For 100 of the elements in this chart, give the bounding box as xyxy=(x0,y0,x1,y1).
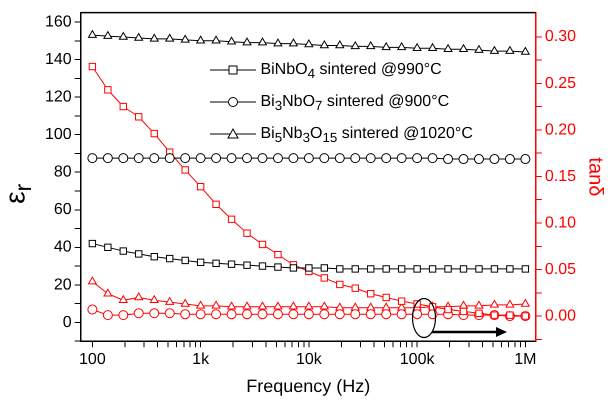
point xyxy=(258,262,266,270)
point xyxy=(304,40,314,48)
point xyxy=(444,44,452,52)
point xyxy=(381,309,392,320)
x-tick-label: 100 xyxy=(79,351,106,368)
point xyxy=(182,256,189,264)
point xyxy=(352,265,359,273)
legend-label: Bi$_{3}$NbO$_{7}$ sintered @900°C xyxy=(260,93,450,114)
point xyxy=(336,265,344,273)
point xyxy=(412,43,422,52)
point xyxy=(459,44,468,52)
point xyxy=(520,154,530,164)
point xyxy=(336,280,344,288)
point xyxy=(460,265,468,273)
point xyxy=(366,41,376,50)
point xyxy=(320,264,328,272)
point xyxy=(490,46,499,54)
point xyxy=(118,32,128,40)
y2-tick-label: 0.00 xyxy=(544,307,576,324)
point xyxy=(320,40,329,48)
y2-tick-label: 0.30 xyxy=(544,28,576,46)
point xyxy=(196,258,204,266)
point xyxy=(134,153,144,164)
point xyxy=(304,153,314,164)
point xyxy=(475,310,483,317)
point xyxy=(180,309,190,320)
point xyxy=(227,302,236,310)
point xyxy=(458,154,469,164)
point xyxy=(350,153,360,164)
y-tick-label: 80 xyxy=(54,164,72,181)
point xyxy=(412,309,422,320)
point xyxy=(87,304,98,315)
point xyxy=(258,240,266,248)
y-tick-label: 0 xyxy=(62,314,72,331)
point xyxy=(257,153,268,164)
point xyxy=(149,153,160,164)
point xyxy=(396,309,407,320)
point xyxy=(120,102,127,110)
point xyxy=(334,153,345,164)
point xyxy=(520,298,530,307)
point xyxy=(352,284,359,292)
point xyxy=(504,154,515,164)
point xyxy=(444,306,452,314)
y2-tick-label: 0.05 xyxy=(544,260,576,278)
point xyxy=(102,310,113,320)
point xyxy=(290,264,298,272)
point xyxy=(474,45,484,53)
point xyxy=(397,42,406,50)
point xyxy=(180,153,190,164)
y-tick-label: 40 xyxy=(54,238,72,256)
point xyxy=(242,302,252,310)
point xyxy=(274,250,282,258)
x-tick-label: 10k xyxy=(296,351,323,368)
point xyxy=(304,302,314,310)
y-tick-label: 100 xyxy=(44,126,72,144)
point xyxy=(382,265,390,273)
point xyxy=(258,302,267,310)
x-tick-label: 1M xyxy=(514,351,536,368)
point xyxy=(428,43,437,52)
point xyxy=(135,250,142,258)
point xyxy=(257,309,268,320)
point xyxy=(196,153,206,164)
y2-tick-label: 0.20 xyxy=(544,121,576,138)
point xyxy=(134,32,144,41)
point xyxy=(506,311,514,319)
point xyxy=(196,36,206,44)
point xyxy=(489,154,500,164)
point xyxy=(334,309,345,320)
point xyxy=(196,309,206,320)
y-tick-label: 160 xyxy=(44,13,72,30)
point xyxy=(272,309,283,320)
point xyxy=(396,153,407,164)
y2-tick-label: 0.15 xyxy=(544,168,576,185)
point xyxy=(242,38,252,46)
point xyxy=(150,295,159,303)
point xyxy=(304,309,314,320)
point xyxy=(274,302,282,310)
point xyxy=(87,153,98,164)
point xyxy=(319,309,330,320)
point xyxy=(398,265,406,273)
legend-label: Bi$_{5}$Nb$_{3}$O$_{15}$ sintered @1020°C xyxy=(260,125,473,146)
point xyxy=(212,300,220,309)
point xyxy=(258,38,267,46)
point xyxy=(320,274,328,282)
point xyxy=(212,36,220,44)
point xyxy=(242,153,252,164)
point xyxy=(506,300,514,308)
point xyxy=(413,265,421,273)
point xyxy=(134,292,144,300)
point xyxy=(428,153,438,164)
point xyxy=(474,300,484,309)
point xyxy=(211,309,222,320)
point xyxy=(350,41,360,50)
point xyxy=(382,302,391,310)
point xyxy=(118,295,128,303)
point xyxy=(289,38,298,46)
point xyxy=(180,298,190,307)
y-tick-label: 120 xyxy=(44,88,72,106)
point xyxy=(196,182,204,190)
y-tick-label: 20 xyxy=(54,276,72,294)
